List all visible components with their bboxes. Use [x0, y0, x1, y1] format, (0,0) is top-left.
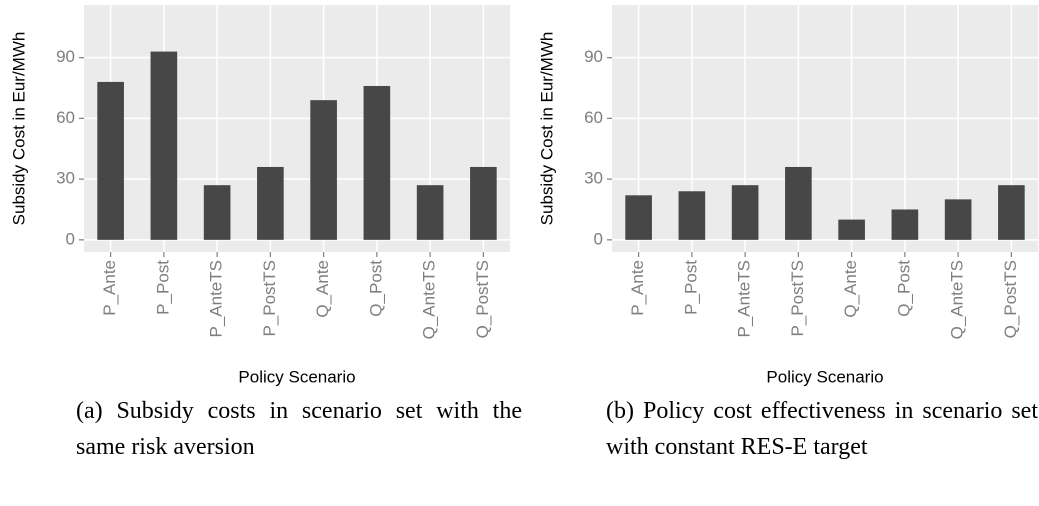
y-tick-label: 30: [584, 169, 603, 188]
panel: [84, 5, 510, 252]
bar: [785, 166, 812, 240]
x-tick-label: Q_Post: [894, 260, 913, 317]
x-tick-label: Q_AnteTS: [948, 260, 967, 339]
bar: [363, 85, 391, 240]
x-tick-label: Q_Ante: [313, 260, 332, 318]
bar: [998, 185, 1025, 240]
bar: [678, 191, 706, 240]
caption: (a) Subsidy costs in scenario set with t…: [76, 398, 522, 460]
y-axis-title: Subsidy Cost in Eur/MWh: [9, 32, 28, 226]
charts: 0 30 60 90 P_Ante P_Post P_AnteTS P_PostTS Q_Ant…: [9, 5, 1038, 386]
bar: [944, 199, 972, 240]
panel: [612, 5, 1038, 252]
bar: [625, 195, 652, 240]
caption: (b) Policy cost effectiveness in scenari…: [606, 398, 1038, 460]
y-tick-label: 90: [56, 47, 75, 66]
bar: [416, 185, 444, 240]
x-tick-label: P_AnteTS: [735, 260, 754, 338]
y-tick-label: 30: [56, 169, 75, 188]
x-tick-label: P_PostTS: [788, 260, 807, 337]
y-axis-title: Subsidy Cost in Eur/MWh: [537, 32, 556, 226]
x-tick-label: Q_Ante: [841, 260, 860, 318]
x-tick-label: Q_PostTS: [1001, 260, 1020, 338]
bar: [97, 81, 124, 240]
x-tick-label: Q_AnteTS: [420, 260, 439, 339]
x-tick-label: P_Ante: [628, 260, 647, 316]
x-tick-label: P_Ante: [100, 260, 119, 316]
x-axis-title: Policy Scenario: [766, 367, 883, 386]
x-tick-label: P_PostTS: [260, 260, 279, 337]
y-tick-label: 90: [584, 47, 603, 66]
x-tick-label: Q_PostTS: [473, 260, 492, 338]
x-tick-label: P_Post: [153, 260, 172, 315]
bar: [731, 185, 759, 240]
y-tick-label: 60: [584, 108, 603, 127]
bar: [470, 166, 497, 240]
bar: [838, 219, 865, 240]
x-tick-label: P_Post: [681, 260, 700, 315]
x-tick-label: P_AnteTS: [207, 260, 226, 338]
x-axis-title: Policy Scenario: [238, 367, 355, 386]
bar: [203, 185, 231, 240]
bar: [257, 166, 284, 240]
bar: [150, 51, 178, 240]
bar: [891, 209, 919, 240]
bar: [310, 100, 337, 240]
y-tick-label: 0: [594, 229, 603, 248]
x-tick-label: Q_Post: [366, 260, 385, 317]
y-tick-label: 60: [56, 108, 75, 127]
y-tick-label: 0: [66, 229, 75, 248]
